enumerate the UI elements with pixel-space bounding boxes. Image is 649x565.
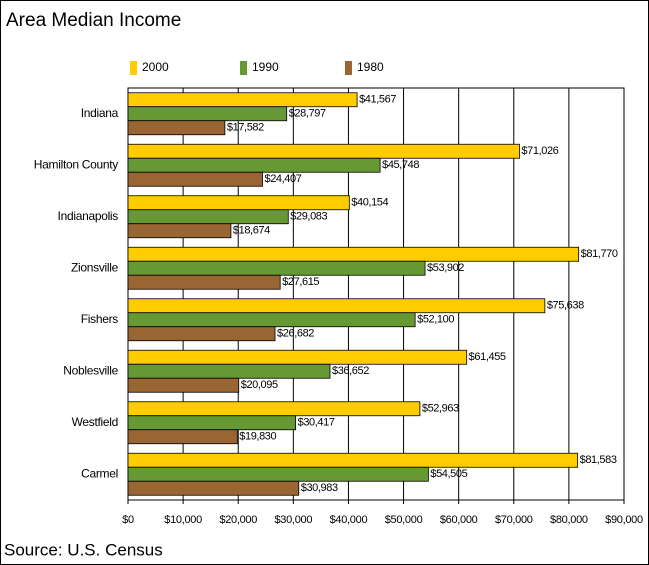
x-tick-label: $40,000 (330, 514, 368, 526)
bar (127, 223, 232, 239)
bar (127, 209, 289, 225)
value-label: $27,615 (282, 276, 319, 288)
plot-border (127, 87, 625, 501)
value-label: $17,582 (227, 122, 264, 134)
x-tick-label: $0 (122, 514, 134, 526)
value-label: $61,455 (469, 351, 506, 363)
value-label: $71,026 (521, 145, 558, 157)
x-tick-label: $70,000 (495, 514, 533, 526)
x-tick-label: $30,000 (274, 514, 312, 526)
y-tick-label: Indianapolis (58, 209, 119, 223)
value-label: $52,100 (417, 314, 454, 326)
chart-title: Area Median Income (6, 10, 181, 31)
y-tick-label: Carmel (81, 466, 118, 480)
value-label: $41,567 (359, 94, 396, 106)
bar (127, 195, 350, 211)
legend-label: 2000 (142, 60, 169, 74)
y-tick-label: Westfield (72, 415, 118, 429)
value-label: $75,638 (547, 300, 584, 312)
value-label: $45,748 (382, 159, 419, 171)
y-tick-label: Zionsville (71, 260, 119, 274)
value-label: $19,830 (239, 431, 276, 443)
bar (127, 106, 288, 122)
bar (127, 120, 226, 136)
bar (127, 143, 520, 159)
value-label: $20,095 (241, 379, 278, 391)
x-tick-label: $60,000 (440, 514, 478, 526)
bar (127, 157, 381, 173)
bar (127, 326, 276, 342)
value-label: $30,417 (298, 417, 335, 429)
value-label: $52,963 (422, 403, 459, 415)
legend-swatch (130, 61, 137, 75)
value-label: $24,407 (265, 173, 302, 185)
bar (127, 171, 263, 187)
value-label: $54,505 (430, 468, 467, 480)
value-label: $36,652 (332, 365, 369, 377)
legend-label: 1980 (357, 60, 384, 74)
x-tick-label: $90,000 (605, 514, 643, 526)
value-label: $53,902 (427, 262, 464, 274)
legend-swatch (240, 61, 247, 75)
bar (127, 363, 331, 379)
y-tick-label: Noblesville (63, 363, 118, 377)
bar (127, 415, 297, 431)
bar (127, 349, 468, 365)
value-label: $40,154 (351, 197, 388, 209)
bar (127, 260, 426, 276)
x-tick-label: $50,000 (385, 514, 423, 526)
bar (127, 274, 281, 290)
legend-swatch (345, 61, 352, 75)
bar (127, 298, 546, 314)
bar (127, 401, 421, 417)
y-tick-label: Indiana (81, 106, 119, 120)
bar (127, 466, 429, 482)
x-tick-label: $20,000 (219, 514, 257, 526)
bar (127, 312, 416, 328)
value-label: $29,083 (290, 211, 327, 223)
value-label: $30,983 (301, 482, 338, 494)
value-label: $28,797 (289, 108, 326, 120)
bar (127, 92, 358, 108)
bar (127, 246, 580, 262)
x-tick-label: $10,000 (164, 514, 202, 526)
value-label: $81,770 (581, 248, 618, 260)
source: Source: U.S. Census (4, 540, 163, 559)
legend-label: 1990 (252, 60, 279, 74)
value-label: $81,583 (580, 454, 617, 466)
x-tick-label: $80,000 (550, 514, 588, 526)
bar (127, 377, 240, 393)
bar (127, 480, 300, 496)
bar (127, 429, 238, 445)
value-label: $26,682 (277, 328, 314, 340)
value-label: $18,674 (233, 225, 270, 237)
y-tick-label: Fishers (81, 312, 119, 326)
y-tick-label: Hamilton County (34, 157, 119, 171)
bar (127, 452, 579, 468)
